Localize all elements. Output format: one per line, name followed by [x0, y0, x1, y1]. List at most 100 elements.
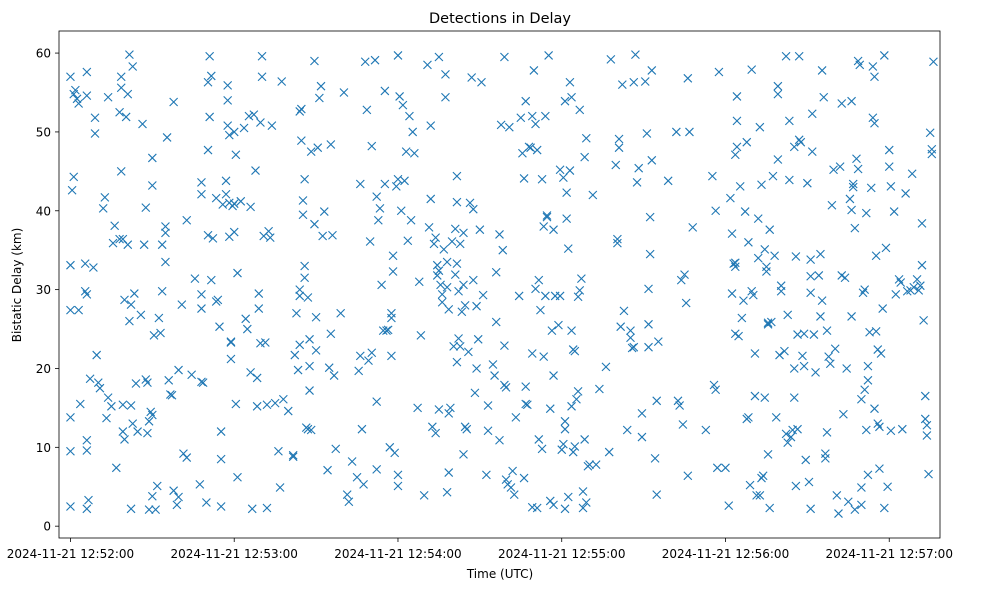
data-point — [547, 326, 557, 336]
data-point — [522, 400, 532, 410]
data-point — [794, 51, 804, 61]
data-point — [814, 271, 824, 280]
data-point — [470, 388, 480, 398]
data-point — [917, 219, 927, 228]
y-tick-label: 30 — [36, 283, 51, 297]
data-point — [604, 447, 614, 457]
data-point — [549, 500, 558, 510]
data-point — [454, 286, 463, 296]
data-point — [195, 479, 205, 489]
data-point — [527, 111, 537, 121]
data-point — [401, 147, 411, 157]
data-point — [436, 280, 445, 290]
data-point — [595, 384, 604, 394]
data-point — [66, 446, 75, 456]
data-point — [562, 188, 572, 198]
data-point — [811, 368, 820, 377]
data-point — [372, 192, 382, 201]
data-point — [776, 281, 786, 291]
data-point — [147, 153, 157, 163]
data-point — [460, 301, 470, 310]
data-point — [676, 275, 686, 285]
data-point — [924, 469, 933, 479]
data-point — [463, 347, 473, 357]
data-point — [92, 350, 102, 360]
data-point — [884, 145, 894, 155]
data-point — [344, 497, 354, 507]
data-point — [576, 274, 586, 283]
data-point — [714, 67, 724, 77]
data-point — [640, 77, 650, 86]
data-point — [652, 396, 662, 406]
data-point — [588, 190, 598, 200]
data-point — [883, 482, 892, 492]
data-point — [793, 424, 802, 434]
data-point — [295, 291, 305, 301]
data-point — [647, 155, 657, 165]
data-point — [442, 487, 452, 497]
data-point — [724, 501, 734, 511]
data-point — [221, 176, 231, 186]
data-point — [509, 490, 519, 500]
data-point — [161, 257, 170, 267]
data-point — [459, 280, 468, 290]
data-point — [901, 189, 911, 198]
data-point — [496, 120, 506, 130]
data-point — [226, 338, 236, 347]
data-point — [688, 222, 698, 232]
data-point — [644, 284, 653, 294]
data-point — [326, 329, 336, 339]
data-point — [773, 155, 783, 164]
data-point — [549, 371, 558, 380]
data-point — [206, 71, 216, 81]
data-point — [581, 133, 591, 143]
data-point — [434, 405, 444, 414]
data-point — [730, 258, 740, 268]
data-point — [387, 313, 396, 323]
data-point — [352, 472, 362, 482]
data-point — [328, 230, 337, 240]
data-point — [295, 340, 305, 350]
data-point — [295, 285, 305, 295]
data-point — [575, 105, 585, 115]
data-point — [508, 466, 517, 476]
data-point — [783, 438, 793, 447]
data-point — [822, 326, 832, 336]
data-point — [372, 397, 382, 406]
data-point — [748, 290, 758, 300]
data-point — [555, 291, 565, 301]
data-point — [66, 260, 75, 270]
data-point — [147, 491, 157, 501]
data-point — [532, 145, 542, 155]
data-point — [927, 149, 937, 159]
data-point — [889, 207, 899, 216]
data-point — [357, 424, 367, 434]
data-point — [126, 401, 136, 410]
data-point — [622, 425, 632, 435]
data-point — [462, 424, 472, 434]
data-point — [205, 112, 215, 122]
data-point — [570, 346, 580, 356]
data-point — [197, 189, 206, 199]
data-point — [275, 483, 285, 492]
data-point — [452, 357, 462, 367]
data-point — [329, 371, 339, 380]
data-point — [653, 337, 663, 347]
data-point — [560, 504, 570, 514]
data-point — [747, 65, 757, 75]
data-point — [288, 452, 298, 462]
data-point — [840, 273, 850, 283]
data-point — [128, 419, 138, 429]
data-point — [881, 243, 891, 253]
data-point — [303, 293, 313, 302]
data-point — [850, 223, 860, 233]
data-point — [452, 171, 462, 181]
data-point — [917, 260, 927, 270]
data-point — [807, 147, 817, 157]
data-point — [611, 160, 621, 170]
x-tick-label: 2024-11-21 12:55:00 — [498, 547, 625, 561]
data-point — [455, 342, 465, 351]
data-point — [450, 270, 460, 280]
data-point — [251, 166, 260, 175]
